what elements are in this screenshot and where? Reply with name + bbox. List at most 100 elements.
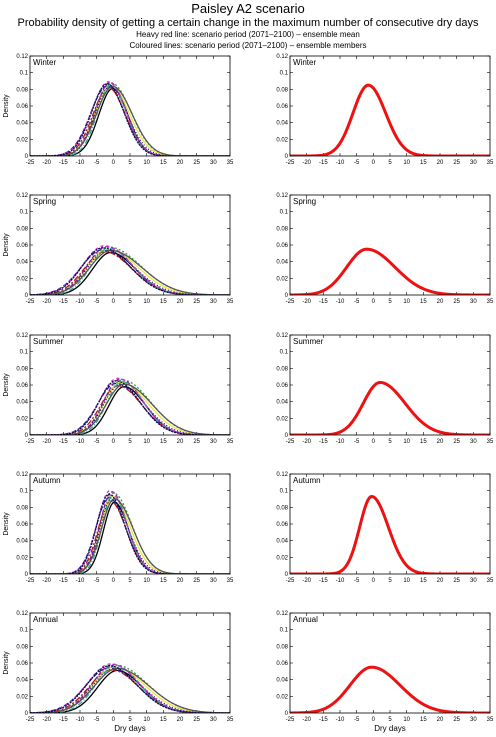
x-tick-label: 25: [453, 578, 460, 584]
season-label: Annual: [33, 615, 58, 624]
x-tick-label: -5: [354, 160, 360, 166]
y-tick-label: 0.1: [20, 489, 29, 495]
x-tick-label: 30: [210, 160, 217, 166]
y-axis-label: Density: [3, 373, 10, 397]
x-tick-label: 25: [193, 578, 200, 584]
y-tick-label: 0.1: [20, 628, 29, 634]
x-tick-label: 35: [487, 578, 494, 584]
axes-frame: [29, 55, 231, 157]
panel-spring-left: -25 -20 -15 -10 -5 0 5 10 15 20 25 30 35 0 0.02 0.04 0.0…: [3, 193, 234, 305]
x-tick-label: -25: [286, 717, 295, 723]
x-tick-label: -5: [94, 160, 100, 166]
x-tick-label: -10: [336, 578, 345, 584]
x-tick-label: -5: [354, 717, 360, 723]
note-member-lines: Coloured lines: scenario period (2071–21…: [129, 41, 367, 50]
x-axis-label: Dry days: [114, 724, 146, 733]
member-series-line: [30, 500, 230, 574]
x-tick-label: 15: [160, 578, 167, 584]
y-tick-label: 0: [25, 433, 29, 439]
member-series-line: [30, 249, 230, 295]
y-tick-label: 0.1: [280, 210, 289, 216]
x-tick-label: 5: [128, 160, 132, 166]
x-tick-label: -15: [319, 160, 328, 166]
x-tick-label: 30: [210, 717, 217, 723]
y-tick-label: 0.02: [16, 555, 28, 561]
season-label: Summer: [33, 337, 64, 346]
y-tick-label: 0.04: [16, 539, 28, 545]
x-tick-label: -25: [26, 578, 35, 584]
y-tick-label: 0.06: [276, 104, 288, 110]
x-tick-label: 0: [372, 299, 376, 305]
x-tick-label: -5: [94, 578, 100, 584]
y-tick-label: 0.06: [16, 661, 28, 667]
figure-subtitle: Probability density of getting a certain…: [17, 17, 479, 29]
member-series-line: [30, 81, 230, 156]
x-tick-label: -10: [336, 717, 345, 723]
x-tick-label: -15: [319, 578, 328, 584]
x-tick-label: 5: [388, 717, 392, 723]
figure-title: Paisley A2 scenario: [191, 1, 305, 16]
season-label: Winter: [33, 58, 56, 67]
x-tick-label: 30: [210, 299, 217, 305]
x-tick-label: 5: [128, 299, 132, 305]
y-tick-label: 0.1: [20, 210, 29, 216]
x-tick-label: 35: [227, 717, 234, 723]
x-tick-label: 10: [143, 439, 150, 445]
y-tick-label: 0.1: [280, 628, 289, 634]
y-tick-label: 0.02: [16, 694, 28, 700]
x-tick-label: 15: [420, 299, 427, 305]
y-tick-label: 0.1: [20, 71, 29, 77]
x-tick-label: 20: [177, 717, 184, 723]
x-tick-label: 30: [470, 578, 477, 584]
y-tick-label: 0.06: [276, 243, 288, 249]
y-tick-label: 0.06: [276, 522, 288, 528]
panel-winter-left: -25 -20 -15 -10 -5 0 5 10 15 20 25 30 35 0 0.02 0.04 0.0…: [3, 54, 234, 166]
y-axis-label: Density: [3, 94, 10, 118]
x-tick-label: -25: [286, 160, 295, 166]
x-tick-label: 5: [388, 160, 392, 166]
x-tick-label: -15: [319, 439, 328, 445]
x-tick-label: 30: [470, 717, 477, 723]
x-tick-label: 30: [210, 578, 217, 584]
x-tick-label: -5: [354, 439, 360, 445]
y-tick-label: 0.08: [16, 644, 28, 650]
x-tick-label: 15: [160, 439, 167, 445]
x-tick-label: -20: [42, 578, 51, 584]
member-series-line: [30, 384, 230, 435]
note-mean-line: Heavy red line: scenario period (2071–21…: [136, 30, 360, 39]
x-tick-label: 0: [372, 160, 376, 166]
y-tick-label: 0.12: [16, 54, 28, 60]
y-tick-label: 0.08: [276, 226, 288, 232]
x-tick-label: -20: [42, 160, 51, 166]
y-tick-label: 0: [285, 154, 289, 160]
member-series-line: [30, 667, 230, 713]
season-label: Autumn: [33, 476, 61, 485]
x-tick-label: 35: [227, 578, 234, 584]
y-tick-label: 0.04: [276, 121, 288, 127]
member-series-line: [30, 378, 230, 435]
y-tick-label: 0.06: [16, 104, 28, 110]
y-tick-label: 0.04: [276, 260, 288, 266]
y-tick-label: 0.12: [276, 54, 288, 60]
x-tick-label: 0: [112, 578, 116, 584]
y-tick-label: 0.06: [276, 383, 288, 389]
x-tick-label: -25: [26, 299, 35, 305]
x-tick-label: 20: [177, 160, 184, 166]
x-tick-label: -20: [42, 717, 51, 723]
y-tick-label: 0.06: [16, 522, 28, 528]
x-tick-label: -5: [354, 578, 360, 584]
x-tick-label: 35: [227, 439, 234, 445]
y-tick-label: 0.08: [276, 87, 288, 93]
y-tick-label: 0.1: [280, 489, 289, 495]
y-tick-label: 0.02: [276, 555, 288, 561]
x-tick-label: 15: [420, 439, 427, 445]
x-tick-label: 15: [420, 160, 427, 166]
y-tick-label: 0.04: [16, 121, 28, 127]
x-tick-label: 25: [453, 717, 460, 723]
x-tick-label: 35: [487, 439, 494, 445]
y-tick-label: 0.02: [276, 276, 288, 282]
x-tick-label: 20: [177, 578, 184, 584]
y-tick-label: 0.12: [16, 611, 28, 617]
member-series-line: [30, 494, 230, 574]
x-tick-label: 5: [128, 717, 132, 723]
